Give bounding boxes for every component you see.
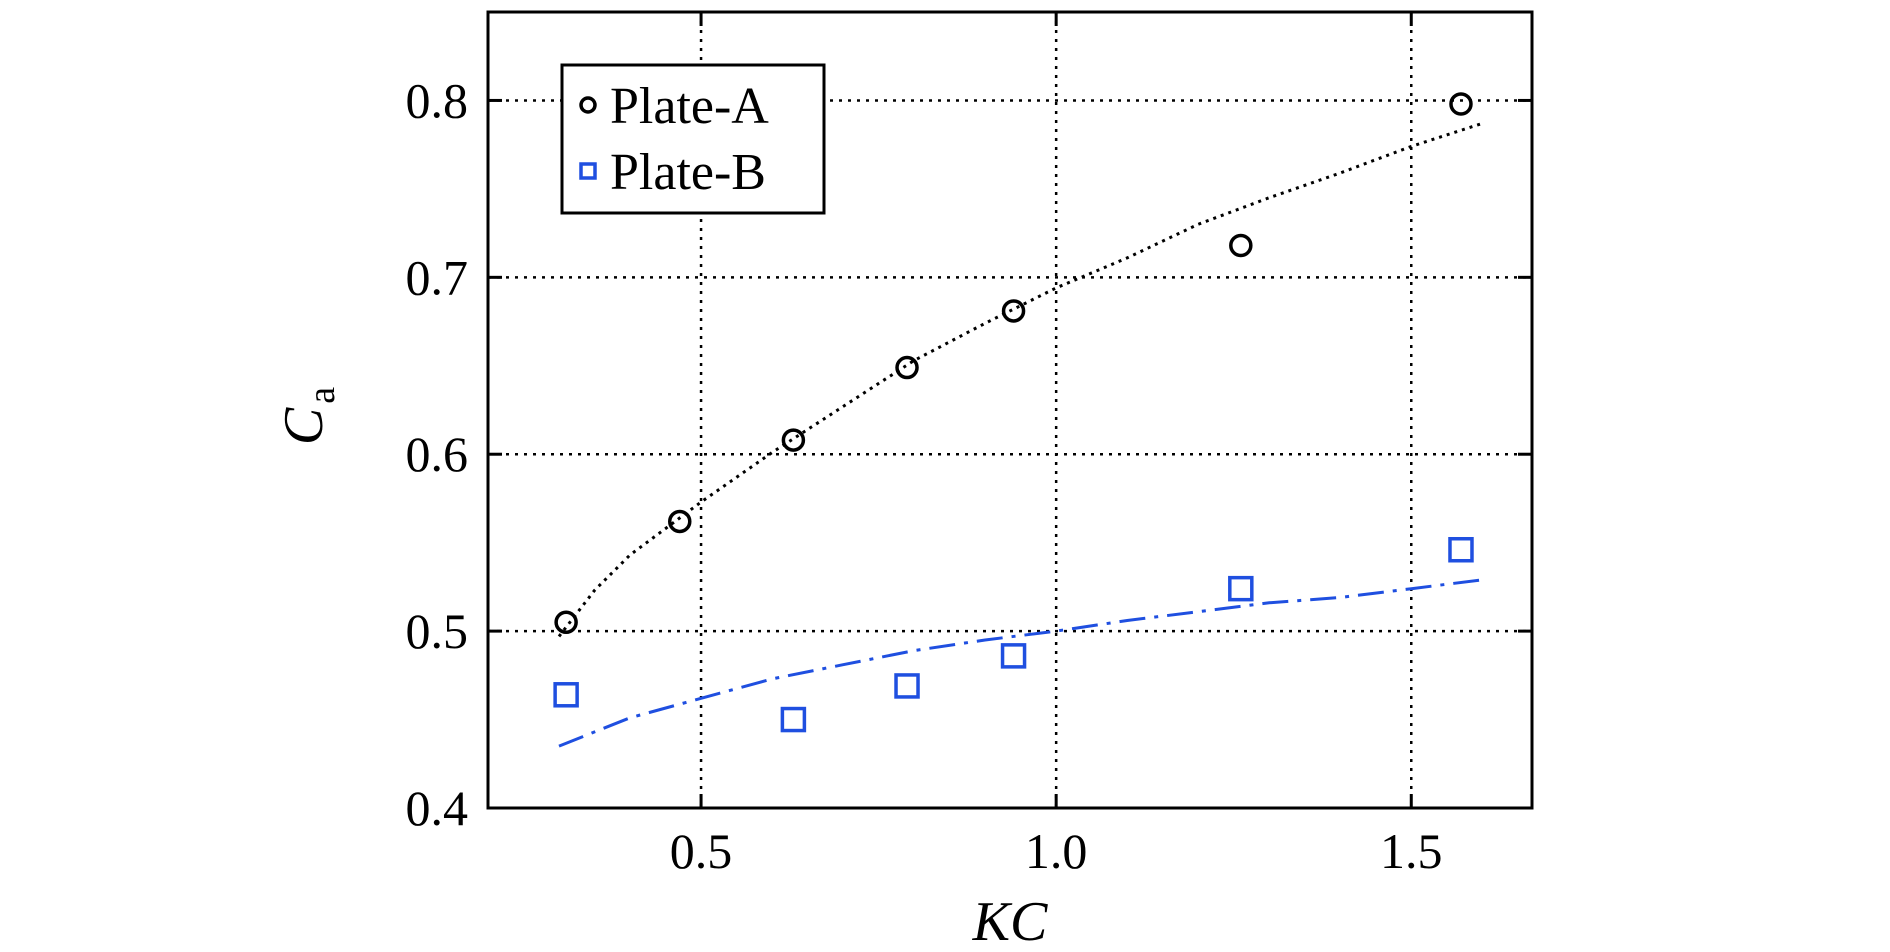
legend-marker-plate-a xyxy=(579,96,597,114)
y-tick-label: 0.4 xyxy=(406,780,469,836)
data-point-plate-a xyxy=(1001,299,1026,323)
y-axis-title-subscript: a xyxy=(301,387,343,404)
legend-marker-plate-b xyxy=(579,162,597,180)
data-point-plate-a xyxy=(1449,92,1473,116)
fit-curve-plate-a xyxy=(557,121,1483,638)
data-point-plate-a xyxy=(1229,233,1253,258)
legend-box xyxy=(560,63,826,215)
data-point-plate-b xyxy=(1448,536,1474,563)
data-point-plate-b xyxy=(1228,575,1254,602)
fit-curves xyxy=(557,121,1483,748)
legend-label-plate-b: Plate-B xyxy=(610,144,766,201)
data-point-plate-b xyxy=(780,706,807,733)
data-point-plate-b xyxy=(1000,643,1027,669)
y-axis-title: Ca xyxy=(273,387,343,445)
x-axis-title: KC xyxy=(972,891,1048,952)
x-tick-label: 0.5 xyxy=(670,823,733,879)
legend: Plate-A Plate-B xyxy=(560,63,826,215)
data-point-plate-a xyxy=(554,610,578,635)
y-tick-label: 0.5 xyxy=(406,603,469,659)
y-tick-label: 0.8 xyxy=(406,72,469,128)
data-point-plate-a xyxy=(781,428,806,452)
x-tick-label: 1.0 xyxy=(1025,823,1088,879)
data-point-plate-b xyxy=(553,682,579,708)
legend-label-plate-a: Plate-A xyxy=(610,78,769,135)
data-point-plate-a xyxy=(895,355,919,380)
data-point-plate-b xyxy=(894,673,920,699)
y-axis-title-main: C xyxy=(273,407,335,445)
y-tick-label: 0.6 xyxy=(406,426,469,482)
fit-curve-plate-b xyxy=(558,578,1483,748)
data-markers xyxy=(553,92,1474,733)
y-tick-label: 0.7 xyxy=(406,249,469,305)
x-tick-label: 1.5 xyxy=(1380,823,1443,879)
tick-labels: 0.5 1.0 1.5 0.4 0.5 0.6 0.7 0.8 xyxy=(406,72,1443,879)
plot-frame xyxy=(486,10,1534,810)
data-point-plate-a xyxy=(668,509,692,534)
axis-ticks xyxy=(488,12,1532,810)
